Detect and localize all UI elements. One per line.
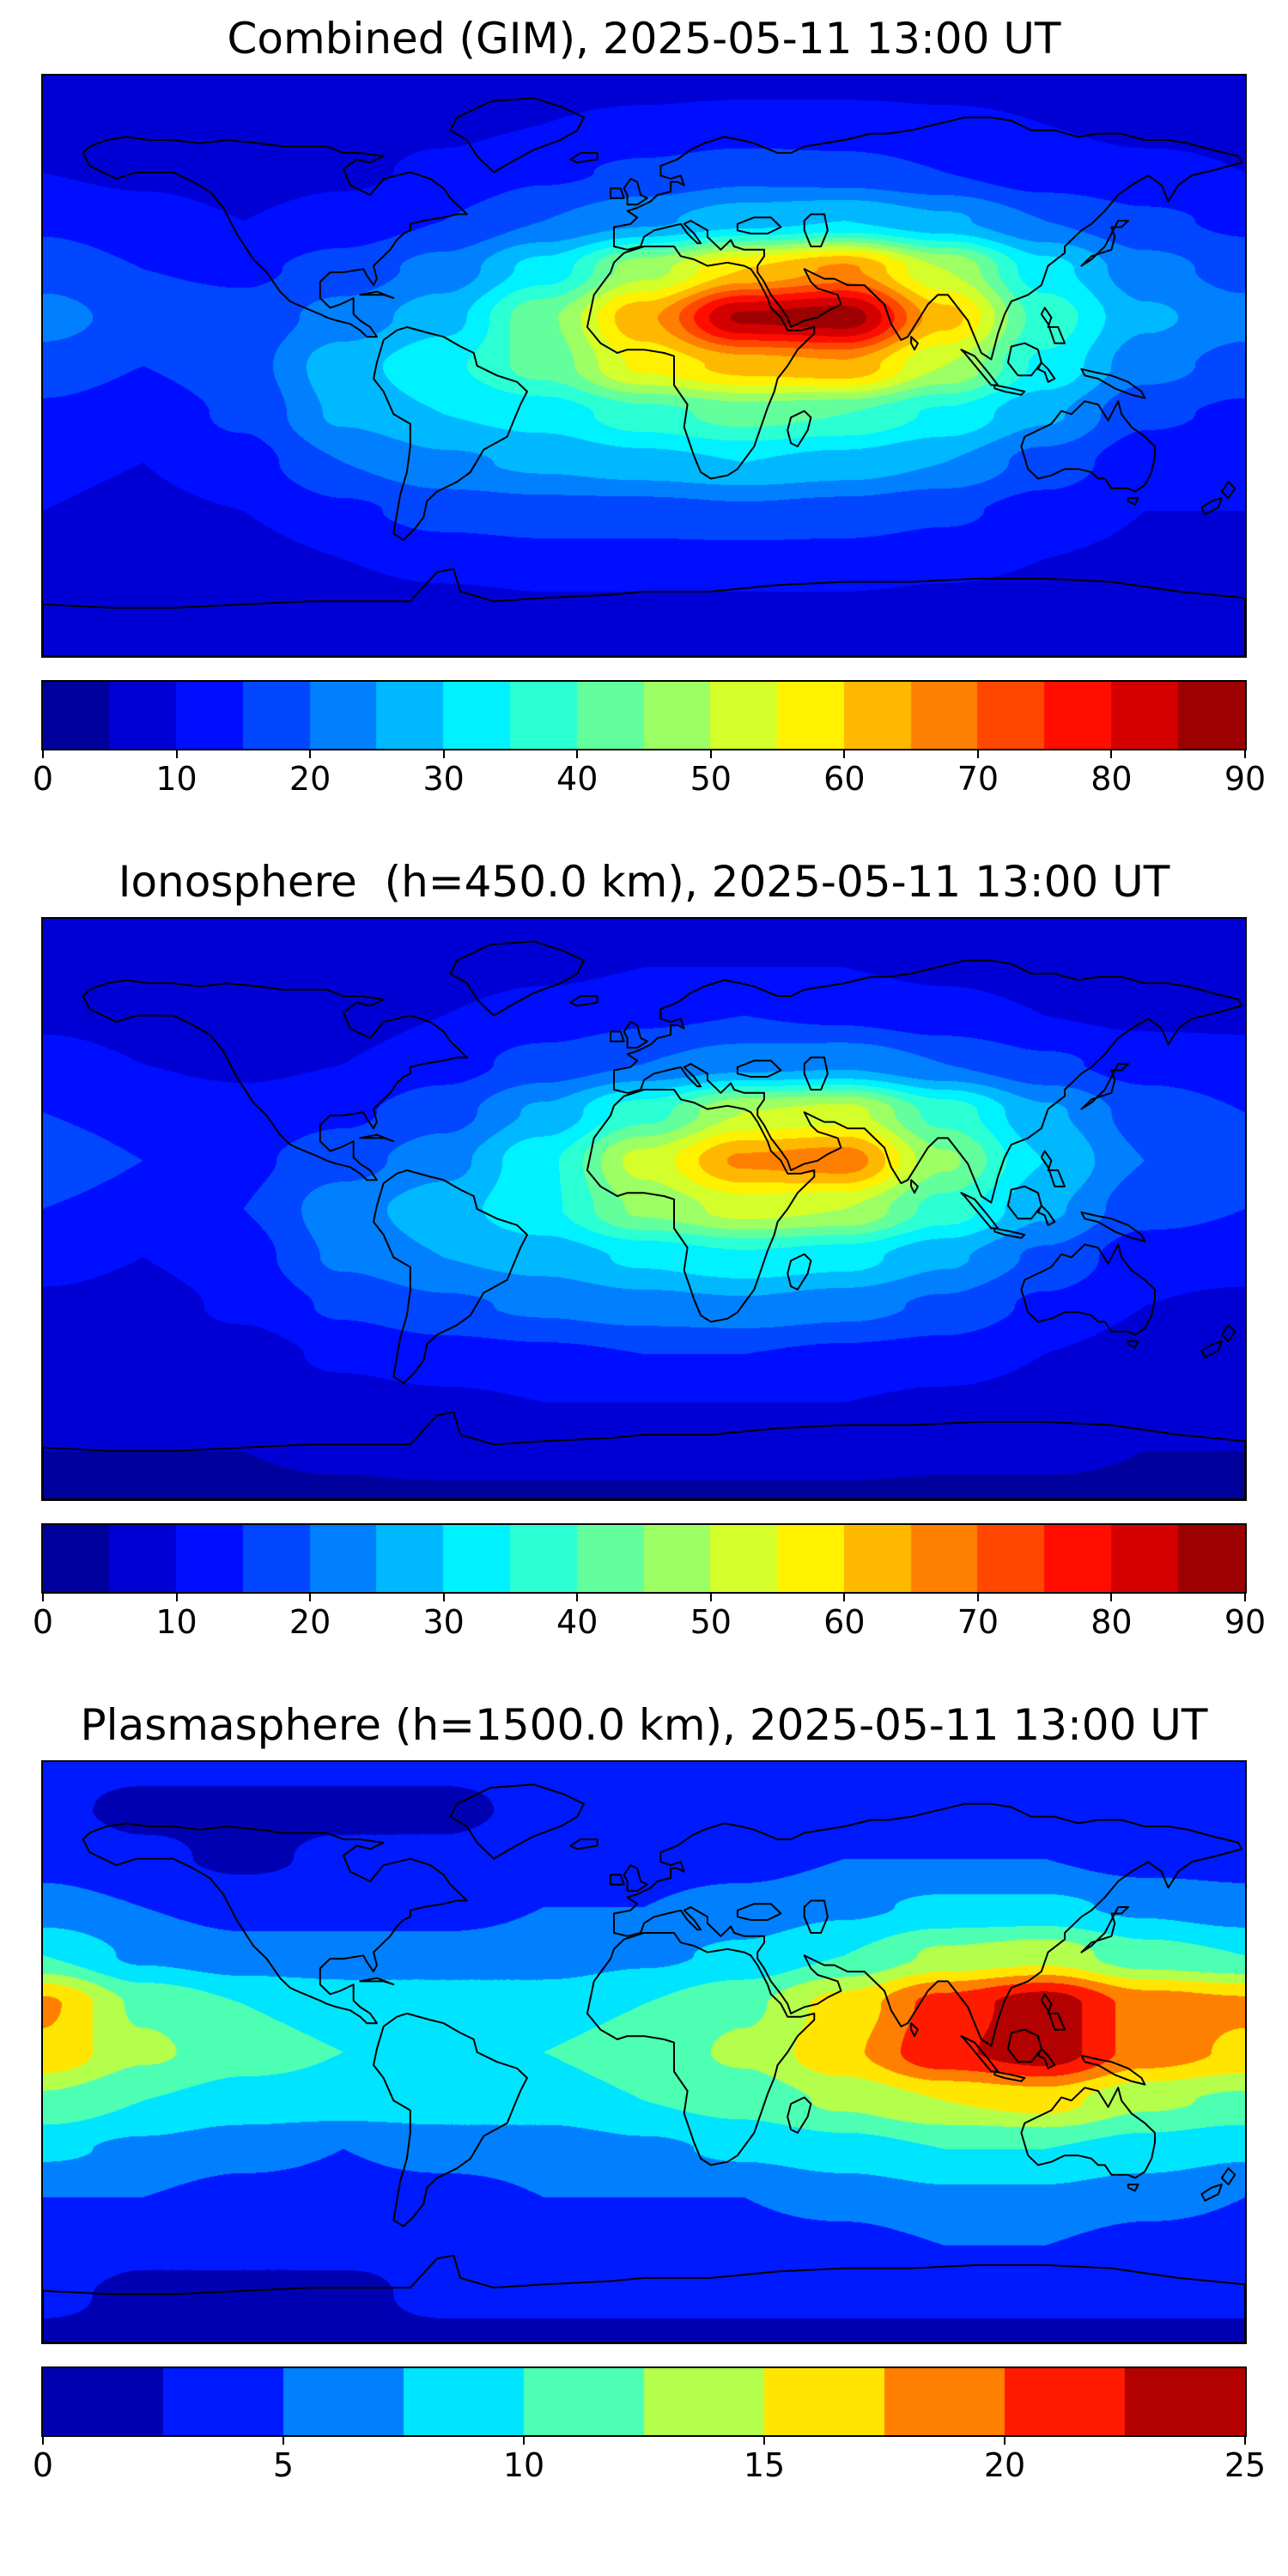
colorbar-tick-label: 40	[556, 1603, 598, 1641]
colorbar-tick-label: 0	[32, 1603, 54, 1641]
colorbar-tick-label: 15	[743, 2446, 786, 2484]
colorbar-tick-label: 0	[32, 760, 54, 798]
tec-map-canvas	[43, 919, 1245, 1499]
colorbar-tick-mark	[709, 750, 712, 758]
colorbar-tick-label: 80	[1091, 1603, 1133, 1641]
colorbar-tick-mark	[175, 750, 178, 758]
panel-title: Ionosphere (h=450.0 km), 2025-05-11 13:0…	[118, 857, 1170, 907]
colorbar-tick-label: 20	[983, 2446, 1026, 2484]
panel-combined-gim: Combined (GIM), 2025-05-11 13:00 UT 0 10 2…	[0, 0, 1288, 800]
colorbar-tick-label: 30	[422, 1603, 465, 1641]
colorbar-tick-label: 40	[556, 760, 598, 798]
colorbar-tick-label: 50	[690, 1603, 732, 1641]
colorbar-tick-label: 70	[957, 1603, 999, 1641]
panel-title: Plasmasphere (h=1500.0 km), 2025-05-11 1…	[80, 1700, 1208, 1750]
colorbar-tick-label: 60	[823, 1603, 866, 1641]
colorbar-tick-mark	[976, 1594, 979, 1601]
colorbar-tick-mark	[283, 2437, 284, 2445]
colorbar-ticks: 0 10 20 30 40 50 60 70 80 90	[33, 1594, 1266, 1643]
colorbar-tick-label: 90	[1224, 1603, 1267, 1641]
colorbar-tick-label: 25	[1224, 2446, 1267, 2484]
tec-map-canvas	[43, 1762, 1245, 2342]
colorbar-tick-label: 50	[690, 760, 732, 798]
colorbar-tick-label: 30	[422, 760, 465, 798]
colorbar-tick-mark	[576, 1594, 579, 1601]
colorbar-tick-mark	[309, 750, 312, 758]
colorbar-tick-mark	[709, 1594, 712, 1601]
panel-ionosphere: Ionosphere (h=450.0 km), 2025-05-11 13:0…	[0, 843, 1288, 1643]
colorbar-tick-mark	[843, 750, 846, 758]
colorbar-tick-mark	[442, 1594, 445, 1601]
panel-title: Combined (GIM), 2025-05-11 13:00 UT	[227, 14, 1061, 64]
colorbar-tick-mark	[42, 750, 44, 758]
colorbar-tick-label: 70	[957, 760, 999, 798]
colorbar-tick-label: 60	[823, 760, 866, 798]
colorbar-tick-mark	[523, 2437, 525, 2445]
colorbar-tick-mark	[843, 1594, 846, 1601]
map-frame	[41, 917, 1247, 1501]
colorbar-tick-mark	[1110, 1594, 1113, 1601]
colorbar-tick-label: 10	[502, 2446, 545, 2484]
colorbar	[41, 2366, 1247, 2437]
colorbar	[41, 680, 1247, 750]
map-frame	[41, 1760, 1247, 2344]
colorbar-tick-mark	[1244, 750, 1246, 758]
colorbar-tick-mark	[42, 2437, 44, 2445]
figure: Combined (GIM), 2025-05-11 13:00 UT 0 10 2…	[0, 0, 1288, 2487]
colorbar-tick-mark	[309, 1594, 312, 1601]
colorbar-ticks: 0 10 20 30 40 50 60 70 80 90	[33, 750, 1266, 800]
colorbar-tick-mark	[1004, 2437, 1005, 2445]
panel-plasmasphere: Plasmasphere (h=1500.0 km), 2025-05-11 1…	[0, 1686, 1288, 2487]
colorbar-tick-label: 20	[289, 760, 331, 798]
colorbar-tick-mark	[442, 750, 445, 758]
colorbar	[41, 1523, 1247, 1594]
colorbar-canvas	[43, 1525, 1245, 1592]
colorbar-tick-mark	[175, 1594, 178, 1601]
colorbar-tick-label: 20	[289, 1603, 331, 1641]
colorbar-tick-label: 80	[1091, 760, 1133, 798]
colorbar-tick-mark	[976, 750, 979, 758]
colorbar-tick-mark	[42, 1594, 44, 1601]
colorbar-tick-label: 90	[1224, 760, 1267, 798]
colorbar-ticks: 0 5 10 15 20 25	[33, 2437, 1266, 2487]
colorbar-canvas	[43, 2368, 1245, 2435]
colorbar-tick-mark	[1244, 1594, 1246, 1601]
colorbar-tick-mark	[1244, 2437, 1246, 2445]
colorbar-tick-mark	[763, 2437, 765, 2445]
colorbar-tick-mark	[576, 750, 579, 758]
colorbar-canvas	[43, 682, 1245, 749]
colorbar-tick-label: 10	[155, 1603, 197, 1641]
colorbar-tick-label: 5	[272, 2446, 295, 2484]
colorbar-tick-label: 0	[32, 2446, 54, 2484]
colorbar-tick-mark	[1110, 750, 1113, 758]
colorbar-tick-label: 10	[155, 760, 197, 798]
tec-map-canvas	[43, 76, 1245, 656]
map-frame	[41, 74, 1247, 658]
